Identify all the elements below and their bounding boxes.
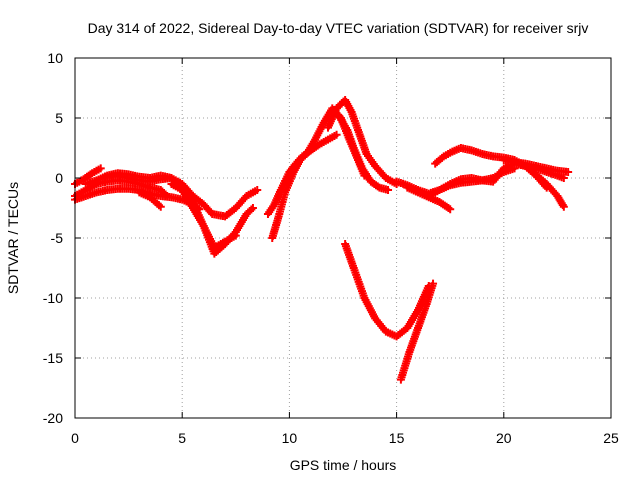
data-point [564, 168, 573, 176]
data-point [559, 202, 568, 211]
series-track-11 [334, 111, 393, 194]
data-point [231, 231, 240, 240]
series-track-6 [135, 188, 165, 211]
x-tick-label: 5 [178, 430, 186, 446]
x-tick-label: 20 [496, 430, 512, 446]
data-points [71, 96, 573, 384]
y-tick-label: 0 [55, 170, 63, 186]
series-track-15 [403, 183, 455, 214]
data-point [247, 205, 256, 214]
data-point [156, 202, 165, 211]
y-tick-label: -10 [43, 290, 63, 306]
series-track-18 [499, 156, 573, 176]
y-tick-label: 10 [47, 50, 63, 66]
series-track-7 [167, 180, 240, 252]
y-tick-label: 5 [55, 110, 63, 126]
data-point [384, 186, 393, 194]
x-tick-label: 10 [282, 430, 298, 446]
y-tick-label: -20 [43, 410, 63, 426]
x-axis-label: GPS time / hours [290, 457, 397, 473]
data-point [446, 205, 455, 214]
data-point [96, 164, 105, 173]
chart-title: Day 314 of 2022, Sidereal Day-to-day VTE… [88, 20, 589, 36]
series-track-13 [396, 279, 438, 384]
series-track-10 [323, 96, 401, 188]
data-point [429, 279, 438, 288]
y-axis-label: SDTVAR / TECUs [5, 182, 21, 294]
x-tick-label: 0 [71, 430, 79, 446]
x-tick-label: 15 [389, 430, 405, 446]
y-tick-label: -15 [43, 350, 63, 366]
data-point [332, 130, 341, 139]
x-tick-label: 25 [603, 430, 619, 446]
series-track-19 [531, 170, 568, 211]
data-point [248, 204, 257, 212]
data-point [253, 186, 262, 194]
y-tick-label: -5 [51, 230, 64, 246]
axis-ticks: 0 5 10 15 20 25 -20 -15 -10 -5 0 5 10 [43, 50, 619, 446]
